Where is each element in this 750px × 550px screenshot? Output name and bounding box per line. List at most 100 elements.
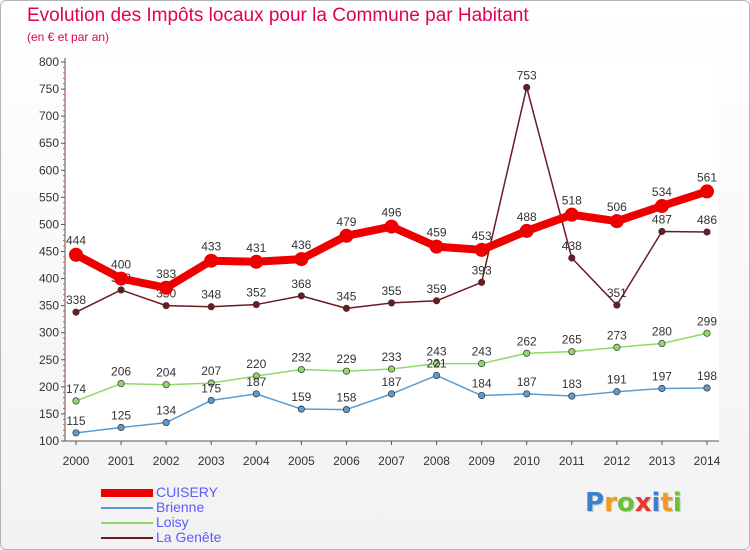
data-point-la-genete bbox=[342, 304, 350, 312]
legend-swatch bbox=[101, 537, 153, 539]
data-label-cuisery: 444 bbox=[66, 234, 86, 248]
data-label-brienne: 184 bbox=[472, 377, 492, 391]
logo-letter: t bbox=[660, 488, 673, 518]
x-tick-label: 2010 bbox=[513, 454, 540, 468]
data-point-brienne bbox=[252, 390, 260, 398]
legend-label: Loisy bbox=[156, 514, 189, 530]
data-label-loisy: 280 bbox=[652, 325, 672, 339]
data-point-la-genete bbox=[207, 303, 215, 311]
data-point-cuisery bbox=[700, 184, 714, 199]
logo-letter: r bbox=[604, 488, 617, 518]
data-point-loisy bbox=[207, 379, 215, 387]
data-label-loisy: 299 bbox=[697, 314, 717, 328]
data-label-cuisery: 534 bbox=[652, 185, 672, 199]
data-point-brienne bbox=[387, 390, 396, 398]
data-point-la-genete bbox=[658, 227, 666, 236]
y-tick-label: 350 bbox=[39, 299, 59, 313]
data-point-brienne bbox=[162, 419, 170, 427]
data-point-loisy bbox=[297, 365, 305, 374]
data-label-loisy: 207 bbox=[201, 364, 221, 378]
data-label-la-genete: 348 bbox=[201, 288, 221, 302]
data-point-cuisery bbox=[339, 228, 354, 243]
data-point-loisy bbox=[613, 343, 621, 351]
y-tick-label: 400 bbox=[39, 272, 59, 286]
y-tick-label: 800 bbox=[39, 55, 59, 69]
x-tick-label: 2013 bbox=[649, 454, 676, 468]
data-label-cuisery: 561 bbox=[697, 170, 717, 184]
data-label-brienne: 159 bbox=[291, 390, 311, 404]
data-label-loisy: 220 bbox=[246, 357, 266, 371]
x-tick-label: 2009 bbox=[468, 454, 495, 468]
data-point-loisy bbox=[162, 381, 170, 389]
x-tick-label: 2001 bbox=[108, 454, 135, 468]
y-tick-label: 250 bbox=[39, 353, 59, 367]
x-tick-label: 2006 bbox=[333, 454, 360, 468]
data-label-cuisery: 433 bbox=[201, 240, 221, 254]
data-point-brienne bbox=[568, 392, 576, 400]
data-label-cuisery: 400 bbox=[111, 258, 131, 272]
data-point-la-genete bbox=[252, 301, 260, 309]
data-point-cuisery bbox=[564, 207, 579, 222]
logo-letter: o bbox=[616, 488, 635, 518]
legend-label: La Genête bbox=[156, 529, 222, 545]
data-label-loisy: 265 bbox=[562, 333, 582, 347]
y-tick-label: 550 bbox=[39, 190, 59, 204]
data-label-la-genete: 438 bbox=[562, 239, 582, 253]
data-label-loisy: 206 bbox=[111, 365, 131, 379]
data-label-brienne: 134 bbox=[156, 404, 176, 418]
data-label-brienne: 197 bbox=[652, 369, 672, 383]
data-label-cuisery: 518 bbox=[562, 194, 582, 208]
data-label-la-genete: 352 bbox=[246, 286, 266, 300]
y-tick-label: 450 bbox=[39, 245, 59, 259]
data-label-cuisery: 479 bbox=[336, 215, 356, 229]
data-label-loisy: 233 bbox=[381, 350, 401, 364]
data-label-la-genete: 355 bbox=[381, 284, 401, 298]
y-tick-label: 150 bbox=[39, 407, 59, 421]
data-label-brienne: 175 bbox=[201, 381, 221, 395]
data-point-loisy bbox=[568, 348, 576, 356]
data-label-la-genete: 368 bbox=[291, 277, 311, 291]
data-label-brienne: 187 bbox=[381, 375, 401, 389]
data-label-brienne: 198 bbox=[697, 369, 717, 383]
data-label-la-genete: 486 bbox=[697, 213, 717, 227]
data-point-cuisery bbox=[654, 199, 669, 214]
data-point-cuisery bbox=[519, 223, 534, 238]
data-point-loisy bbox=[387, 365, 396, 373]
data-point-la-genete bbox=[523, 83, 531, 91]
x-tick-label: 2008 bbox=[423, 454, 450, 468]
logo-letter: P bbox=[585, 488, 605, 518]
data-label-loisy: 243 bbox=[427, 345, 447, 359]
data-label-cuisery: 383 bbox=[156, 267, 176, 281]
data-label-brienne: 125 bbox=[111, 408, 131, 422]
data-label-loisy: 273 bbox=[607, 328, 627, 342]
y-tick-label: 600 bbox=[39, 163, 59, 177]
data-point-cuisery bbox=[249, 254, 264, 269]
data-label-la-genete: 753 bbox=[517, 68, 537, 82]
data-point-loisy bbox=[72, 397, 80, 405]
logo-letter: i bbox=[672, 488, 682, 518]
chart-title: Evolution des Impôts locaux pour la Comm… bbox=[27, 5, 529, 26]
legend-item-loisy: Loisy bbox=[101, 514, 301, 530]
logo-letter: i bbox=[651, 488, 661, 518]
data-point-brienne bbox=[613, 388, 621, 396]
legend-swatch bbox=[101, 507, 153, 509]
data-label-cuisery: 436 bbox=[291, 238, 311, 252]
data-point-cuisery bbox=[294, 252, 309, 267]
x-tick-label: 2004 bbox=[243, 454, 270, 468]
data-point-la-genete bbox=[72, 308, 80, 316]
legend-label: CUISERY bbox=[156, 484, 218, 500]
data-label-brienne: 187 bbox=[517, 375, 537, 389]
data-point-la-genete bbox=[478, 278, 486, 286]
proxiti-logo: Proxiti bbox=[585, 488, 682, 518]
y-tick-label: 100 bbox=[39, 434, 59, 448]
data-label-la-genete: 338 bbox=[66, 293, 86, 307]
logo-letter: x bbox=[634, 488, 652, 518]
x-tick-label: 2007 bbox=[378, 454, 405, 468]
data-label-cuisery: 453 bbox=[472, 229, 492, 243]
data-label-la-genete: 351 bbox=[607, 286, 627, 300]
y-tick-label: 300 bbox=[39, 326, 59, 340]
line-chart: 100 150 200 250 300 350 400 450 500 550 600 650 700 7… bbox=[39, 55, 721, 468]
data-point-loisy bbox=[117, 380, 125, 388]
data-label-cuisery: 488 bbox=[517, 210, 537, 224]
